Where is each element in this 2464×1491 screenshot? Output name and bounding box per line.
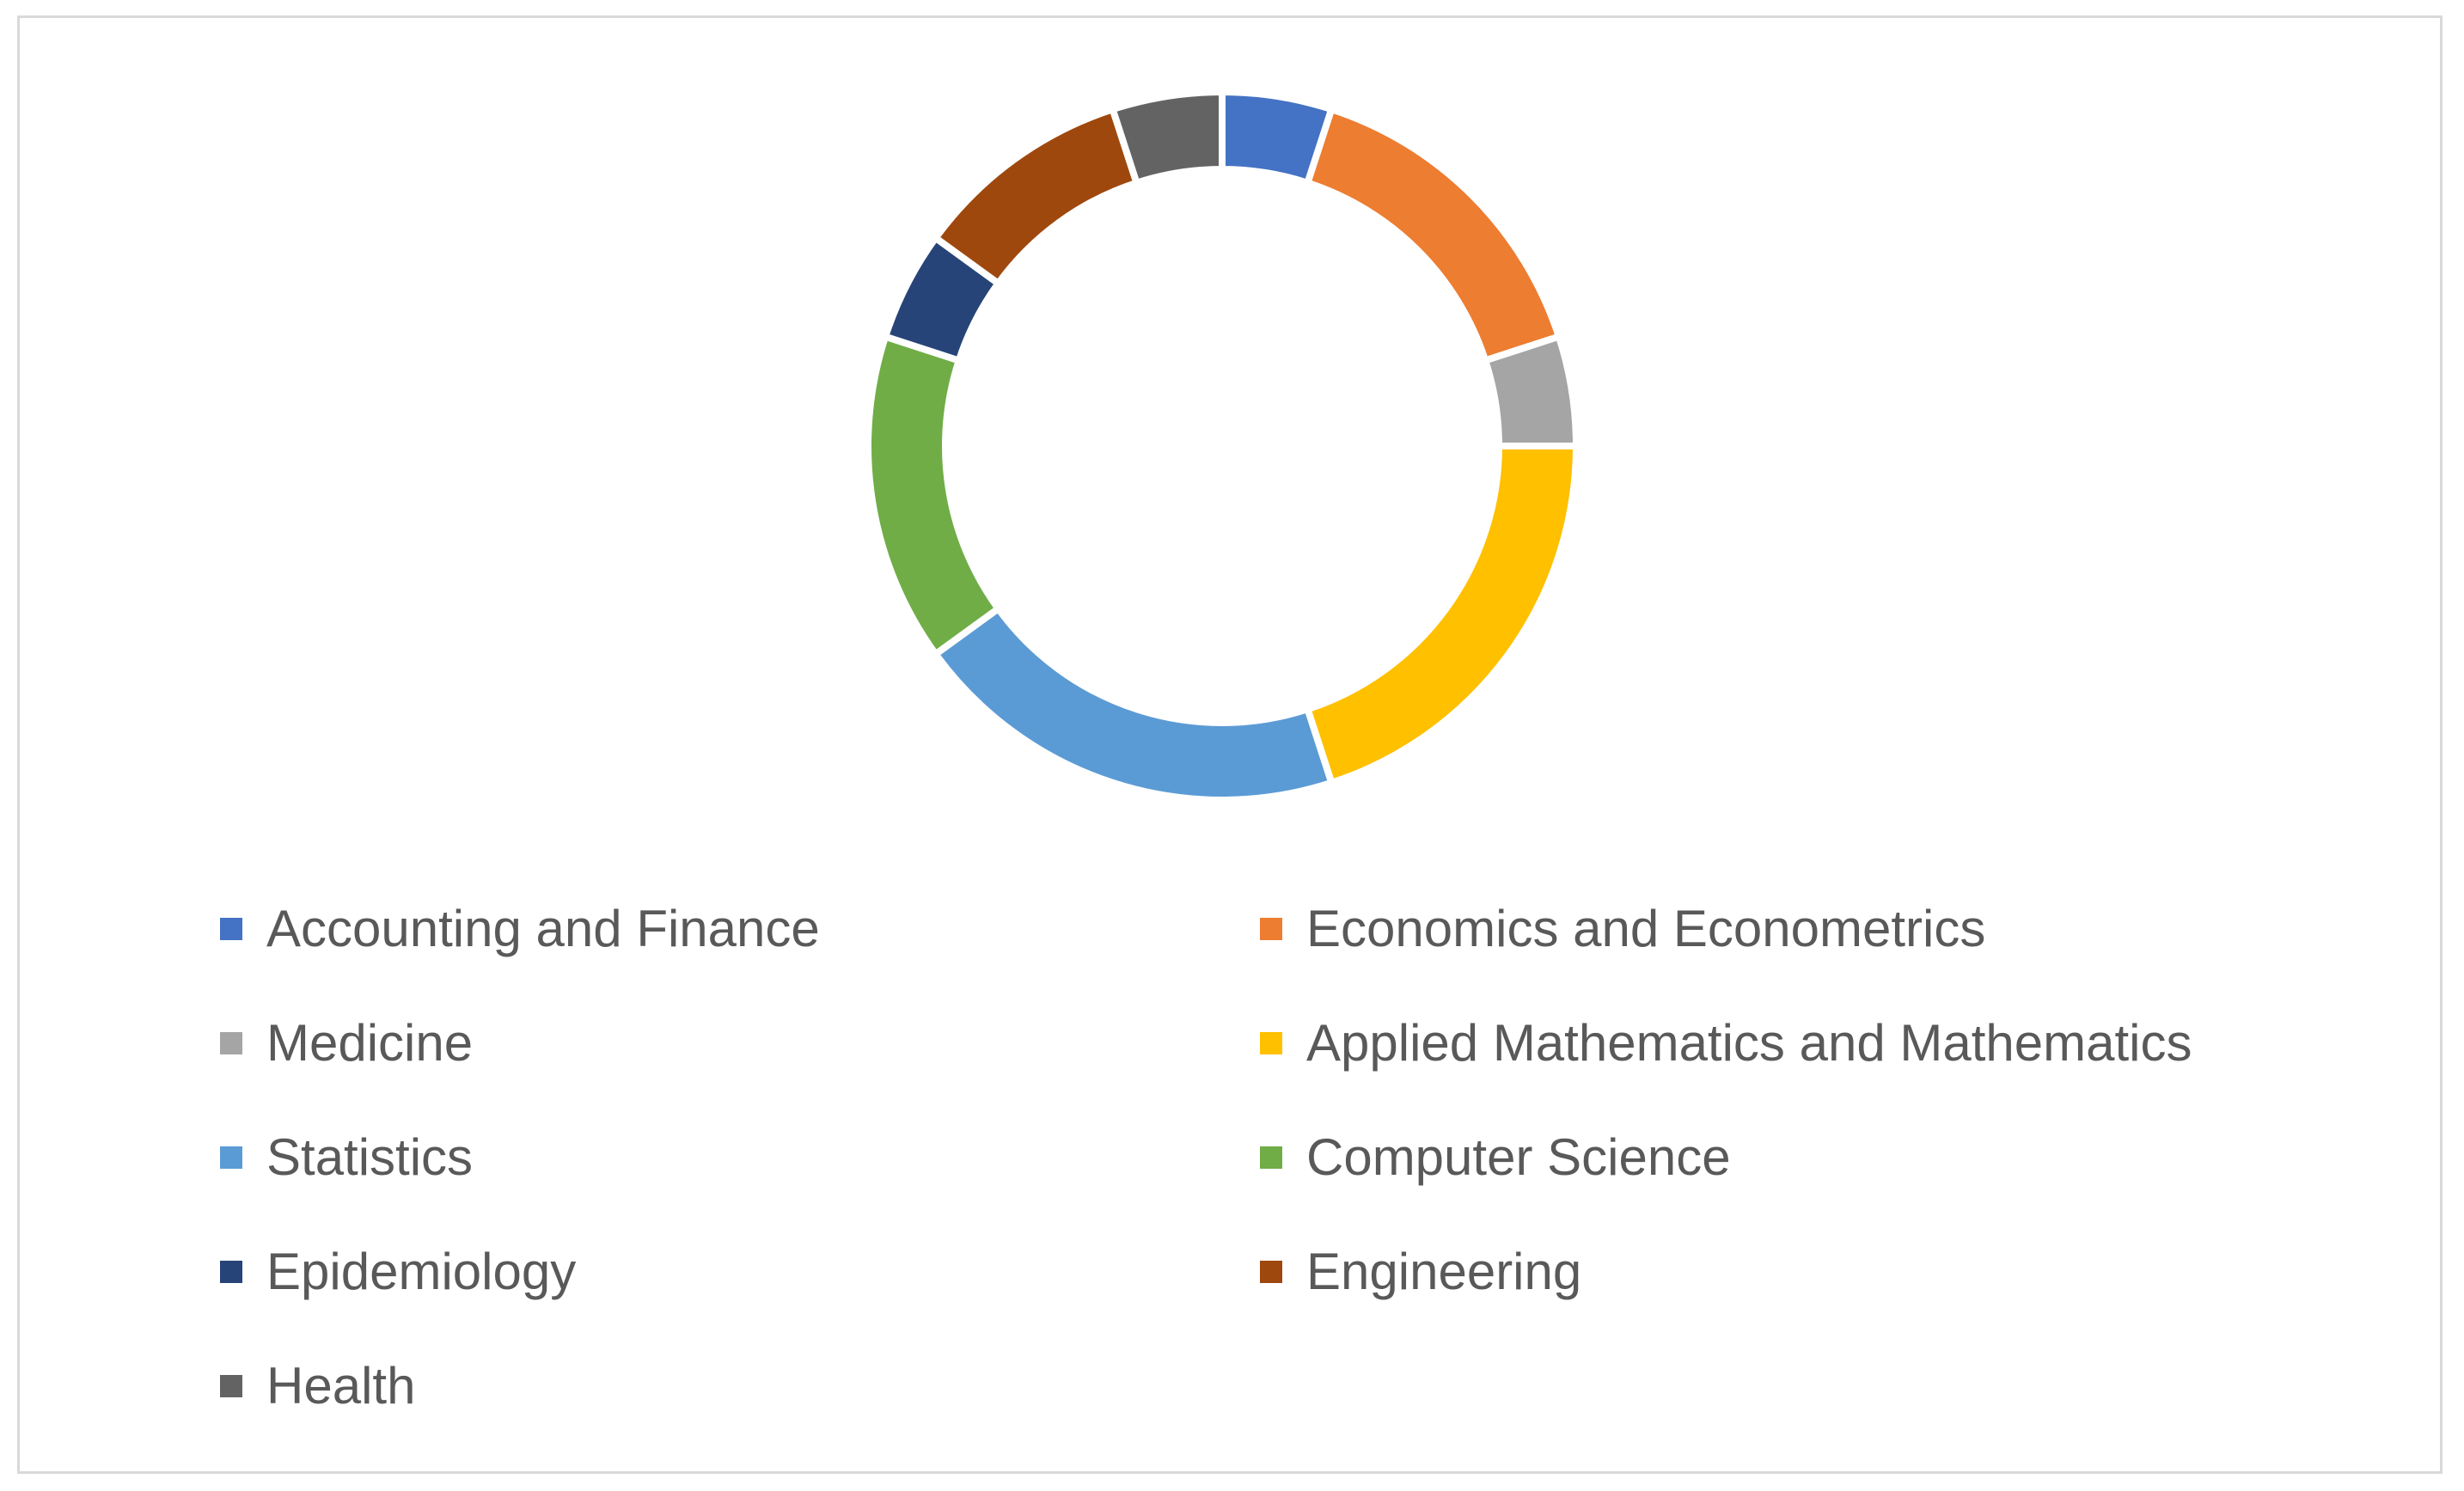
legend-swatch — [1260, 1261, 1282, 1283]
legend-swatch — [220, 918, 242, 940]
legend-item-statistics: Statistics — [220, 1132, 473, 1183]
legend-label: Computer Science — [1306, 1128, 1731, 1186]
donut-slice-health — [1108, 88, 1226, 187]
legend-item-accounting-and-finance: Accounting and Finance — [220, 903, 820, 955]
legend-label: Medicine — [266, 1014, 474, 1072]
legend-label: Economics and Econometrics — [1306, 900, 1986, 957]
legend-label: Epidemiology — [266, 1243, 577, 1300]
legend-item-health: Health — [220, 1360, 415, 1412]
legend-label: Health — [266, 1357, 416, 1415]
legend-swatch — [1260, 1032, 1282, 1054]
legend-item-medicine: Medicine — [220, 1017, 473, 1069]
legend-swatch — [220, 1146, 242, 1169]
legend-label: Accounting and Finance — [266, 900, 820, 957]
legend-swatch — [220, 1261, 242, 1283]
donut-chart — [865, 88, 1581, 804]
legend-item-epidemiology: Epidemiology — [220, 1246, 576, 1298]
legend-swatch — [1260, 1146, 1282, 1169]
legend-item-applied-mathematics-and-mathematics: Applied Mathematics and Mathematics — [1260, 1017, 2192, 1069]
legend-swatch — [220, 1032, 242, 1054]
chart-frame: Accounting and Finance Economics and Econ… — [17, 15, 2443, 1474]
legend-item-computer-science: Computer Science — [1260, 1132, 1731, 1183]
legend-label: Applied Mathematics and Mathematics — [1306, 1014, 2192, 1072]
legend-swatch — [1260, 918, 1282, 940]
chart-legend: Accounting and Finance Economics and Econ… — [20, 18, 2440, 1471]
legend-label: Engineering — [1306, 1243, 1582, 1300]
legend-swatch — [220, 1375, 242, 1397]
legend-item-engineering: Engineering — [1260, 1246, 1581, 1298]
legend-label: Statistics — [266, 1128, 474, 1186]
legend-item-economics-and-econometrics: Economics and Econometrics — [1260, 903, 1985, 955]
